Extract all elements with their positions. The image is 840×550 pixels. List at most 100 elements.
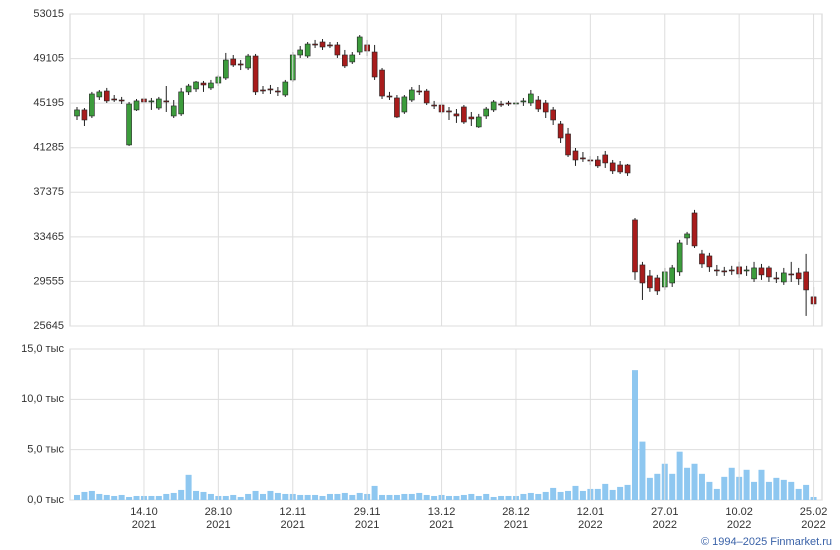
y-tick-label: 53015 bbox=[33, 8, 64, 20]
y-tick-label: 15,0 тыс bbox=[21, 343, 64, 355]
candle-body bbox=[602, 154, 609, 164]
volume-bar bbox=[639, 441, 646, 500]
candle-body bbox=[111, 98, 117, 101]
volume-bar bbox=[274, 492, 281, 500]
volume-bar bbox=[349, 494, 356, 500]
volume-bar bbox=[780, 479, 787, 500]
x-tick-label: 29.11 2021 bbox=[353, 506, 381, 531]
candle-body bbox=[751, 267, 757, 280]
candle-body bbox=[461, 106, 467, 123]
volume-bar bbox=[393, 494, 400, 500]
y-tick-label: 41285 bbox=[33, 142, 64, 154]
volume-bar bbox=[646, 477, 653, 500]
volume-bar bbox=[565, 490, 572, 500]
volume-bar bbox=[751, 481, 758, 500]
candle-body bbox=[684, 233, 690, 239]
candle-body bbox=[788, 273, 795, 276]
y-tick-label: 33465 bbox=[33, 231, 64, 243]
candle-body bbox=[126, 103, 132, 146]
candle-body bbox=[505, 102, 512, 105]
candle-body bbox=[148, 100, 155, 103]
volume-bar bbox=[676, 451, 683, 500]
candle-body bbox=[89, 93, 95, 117]
candle-body bbox=[609, 162, 616, 172]
candle-body bbox=[565, 133, 571, 156]
volume-bar bbox=[669, 473, 676, 500]
x-tick-label: 12.01 2022 bbox=[576, 506, 605, 531]
x-tick-label: 28.12 2021 bbox=[502, 506, 530, 531]
volume-bar bbox=[304, 494, 311, 500]
candle-body bbox=[803, 271, 809, 291]
candle-body bbox=[580, 157, 586, 160]
volume-bar bbox=[96, 493, 103, 500]
volume-bar bbox=[178, 489, 185, 500]
candle-body bbox=[103, 90, 110, 102]
candle-body bbox=[386, 95, 393, 98]
candle-body bbox=[483, 108, 490, 117]
candle-body bbox=[639, 264, 646, 284]
volume-bar bbox=[542, 491, 549, 500]
candle-body bbox=[394, 97, 400, 118]
volume-bar bbox=[118, 494, 125, 500]
candle-body bbox=[676, 242, 683, 273]
volume-bar bbox=[743, 469, 750, 500]
volume-bar bbox=[170, 492, 177, 500]
volume-bar bbox=[721, 476, 728, 500]
x-tick-label: 27.01 2022 bbox=[650, 506, 679, 531]
volume-bar bbox=[758, 469, 765, 500]
volume-bar bbox=[431, 495, 438, 500]
volume-bar bbox=[624, 484, 631, 500]
volume-bar bbox=[401, 493, 408, 500]
candle-body bbox=[721, 270, 728, 273]
candle-body bbox=[282, 81, 289, 96]
candle-body bbox=[423, 90, 430, 104]
candle-body bbox=[647, 275, 653, 289]
candle-body bbox=[691, 212, 698, 247]
candle-body bbox=[178, 91, 184, 115]
volume-bar bbox=[185, 474, 192, 500]
x-tick-label: 10.02 2022 bbox=[725, 506, 753, 531]
volume-bar bbox=[230, 494, 237, 500]
y-tick-label: 49105 bbox=[33, 52, 64, 64]
candle-body bbox=[379, 69, 385, 97]
volume-bar bbox=[163, 493, 170, 500]
volume-bar bbox=[103, 494, 110, 500]
candle-body bbox=[773, 277, 780, 280]
volume-bar bbox=[133, 495, 140, 500]
volume-bar bbox=[155, 495, 162, 500]
candle-body bbox=[766, 267, 772, 278]
candle-body bbox=[81, 109, 88, 121]
candle-body bbox=[275, 90, 281, 93]
candle-body bbox=[728, 269, 735, 272]
candle-body bbox=[795, 272, 802, 280]
volume-bar bbox=[88, 490, 95, 500]
volume-bar bbox=[319, 495, 326, 500]
volume-bar bbox=[572, 485, 579, 500]
volume-bar bbox=[550, 487, 557, 500]
volume-bar bbox=[245, 493, 252, 500]
volume-bar bbox=[795, 488, 802, 500]
y-tick-label: 0,0 тыс bbox=[27, 494, 64, 506]
price-frame bbox=[69, 13, 823, 327]
volume-bar bbox=[788, 481, 795, 500]
candle-body bbox=[74, 109, 80, 117]
candle-body bbox=[520, 100, 527, 103]
volume-bar bbox=[356, 492, 363, 500]
volume-bar bbox=[579, 490, 586, 500]
candle-body bbox=[163, 100, 170, 103]
volume-bar bbox=[803, 484, 810, 500]
volume-bar bbox=[490, 496, 497, 500]
volume-bar bbox=[111, 495, 118, 500]
candle-body bbox=[416, 90, 423, 93]
candle-body bbox=[758, 267, 765, 276]
volume-bar bbox=[460, 494, 467, 500]
candle-body bbox=[96, 91, 103, 98]
candle-body bbox=[446, 110, 452, 113]
y-tick-label: 29555 bbox=[33, 275, 64, 287]
candle-body bbox=[342, 54, 348, 67]
candle-body bbox=[185, 85, 192, 93]
copyright: © 1994–2025 Finmarket.ru bbox=[700, 536, 832, 548]
x-tick-label: 14.10 2021 bbox=[130, 506, 158, 531]
volume-bar bbox=[371, 485, 378, 500]
